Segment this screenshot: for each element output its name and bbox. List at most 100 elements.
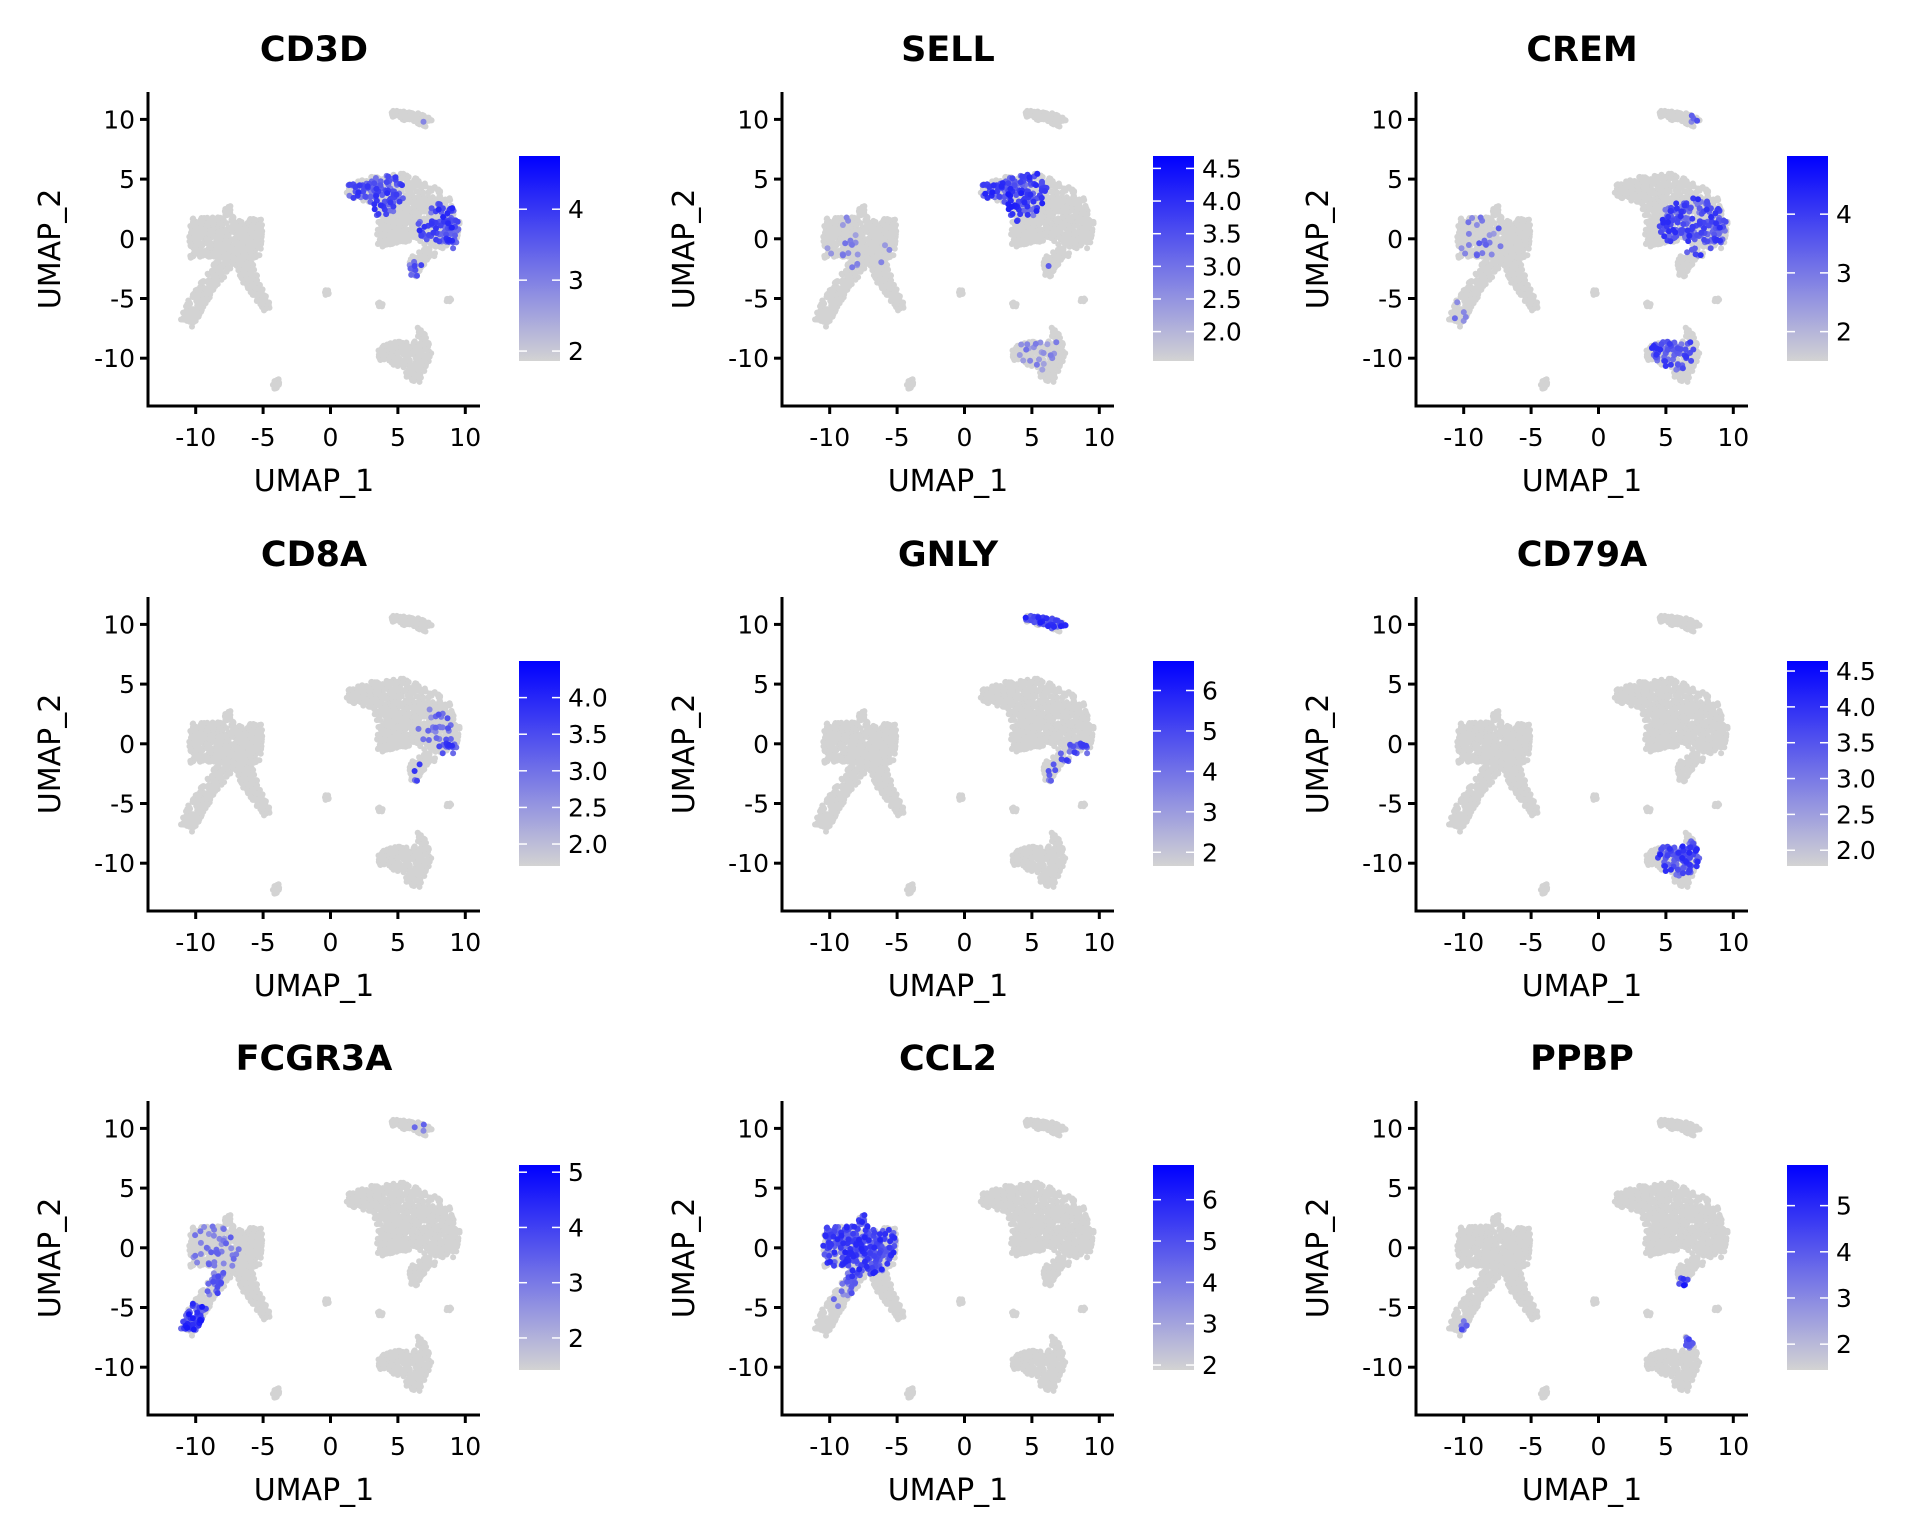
cell-point xyxy=(844,283,851,290)
cell-point xyxy=(204,220,211,227)
cell-point xyxy=(873,246,880,253)
cell-point-expressed xyxy=(371,206,378,213)
cell-point xyxy=(828,287,835,294)
x-tick-label: 5 xyxy=(1024,423,1040,452)
cell-point-expressed xyxy=(1047,352,1054,359)
cell-point xyxy=(194,314,201,320)
cell-point xyxy=(253,241,260,248)
cell-point-expressed xyxy=(1045,263,1052,269)
cell-point xyxy=(388,217,395,224)
cell-point-expressed xyxy=(1007,185,1014,192)
cell-point xyxy=(417,199,424,206)
cell-point xyxy=(1083,228,1090,235)
cell-point xyxy=(1011,357,1018,363)
y-tick-label: -5 xyxy=(744,285,769,314)
cell-point xyxy=(236,261,243,268)
cell-point xyxy=(391,212,397,219)
cell-point xyxy=(856,245,863,252)
cell-point xyxy=(401,115,408,122)
cell-point-expressed xyxy=(842,240,849,247)
cell-point xyxy=(186,238,193,245)
cell-point-expressed xyxy=(1009,211,1016,217)
cell-point-expressed xyxy=(346,181,353,188)
cell-point xyxy=(1051,120,1058,127)
cell-point xyxy=(398,341,405,348)
points-layer xyxy=(1446,107,1731,392)
cell-point xyxy=(396,221,403,228)
cell-point xyxy=(405,366,412,373)
cell-point xyxy=(250,216,257,222)
cell-point xyxy=(207,253,214,260)
cell-point xyxy=(205,236,211,243)
cell-point-expressed xyxy=(416,227,423,234)
cell-point xyxy=(892,216,898,223)
cell-point xyxy=(1039,174,1046,180)
cell-point-expressed xyxy=(852,232,859,239)
cell-point xyxy=(1051,199,1058,206)
x-tick-label: 5 xyxy=(390,423,406,452)
cell-point xyxy=(417,181,424,188)
cell-point xyxy=(1045,364,1052,371)
x-tick-label: 0 xyxy=(957,423,973,452)
cell-point xyxy=(883,222,890,229)
cell-point-expressed xyxy=(1014,218,1020,224)
cell-point-expressed xyxy=(1033,208,1040,214)
cell-point xyxy=(1070,231,1077,238)
cell-point xyxy=(826,309,833,316)
cell-point xyxy=(1030,238,1037,245)
cell-point-expressed xyxy=(433,236,440,243)
cell-point xyxy=(824,215,831,222)
cell-point-expressed xyxy=(387,199,394,206)
cell-point-expressed xyxy=(1018,190,1025,197)
cell-point xyxy=(1052,253,1059,260)
cell-point xyxy=(894,299,901,306)
cell-point xyxy=(253,279,260,286)
cell-point xyxy=(1075,218,1081,225)
cell-point-expressed xyxy=(1024,211,1031,218)
cell-point xyxy=(833,296,840,303)
cell-point xyxy=(1009,351,1016,358)
cell-point xyxy=(1058,256,1064,263)
cell-point xyxy=(189,323,195,330)
cell-point xyxy=(418,208,425,215)
cell-point xyxy=(845,276,852,283)
cell-point xyxy=(839,277,846,284)
cell-point xyxy=(1030,221,1037,228)
cell-point xyxy=(858,232,865,239)
cell-point xyxy=(243,260,250,267)
colorbar xyxy=(1153,156,1194,361)
cell-point xyxy=(218,221,225,228)
cell-point xyxy=(394,229,401,236)
cell-point-expressed xyxy=(360,188,367,195)
cell-point xyxy=(887,279,894,286)
cell-point xyxy=(436,192,443,199)
cell-point xyxy=(828,237,835,244)
cell-point xyxy=(408,350,415,357)
cell-point-expressed xyxy=(383,211,390,218)
cell-point xyxy=(423,245,430,252)
cell-point-expressed xyxy=(1023,346,1030,353)
cell-point-expressed xyxy=(383,179,390,186)
cell-point xyxy=(836,289,843,296)
cell-point xyxy=(1045,272,1052,279)
cell-point xyxy=(187,314,194,321)
cell-point xyxy=(254,237,261,243)
cell-point xyxy=(405,174,412,180)
cell-point xyxy=(888,237,895,243)
cell-point xyxy=(239,246,246,253)
cell-point xyxy=(1058,351,1065,358)
cell-point-expressed xyxy=(372,175,379,181)
cell-point xyxy=(417,327,424,334)
cell-point xyxy=(873,232,880,238)
cell-point-expressed xyxy=(399,182,405,189)
cell-point xyxy=(420,190,427,197)
cell-point-expressed xyxy=(1013,192,1020,198)
cell-point xyxy=(1035,115,1042,122)
cell-point xyxy=(1010,299,1017,306)
cell-point-expressed xyxy=(375,211,382,217)
cell-point xyxy=(828,314,835,320)
cell-point xyxy=(394,363,401,369)
cell-point xyxy=(868,226,875,233)
cell-point xyxy=(823,291,830,298)
cell-point xyxy=(1022,217,1029,224)
